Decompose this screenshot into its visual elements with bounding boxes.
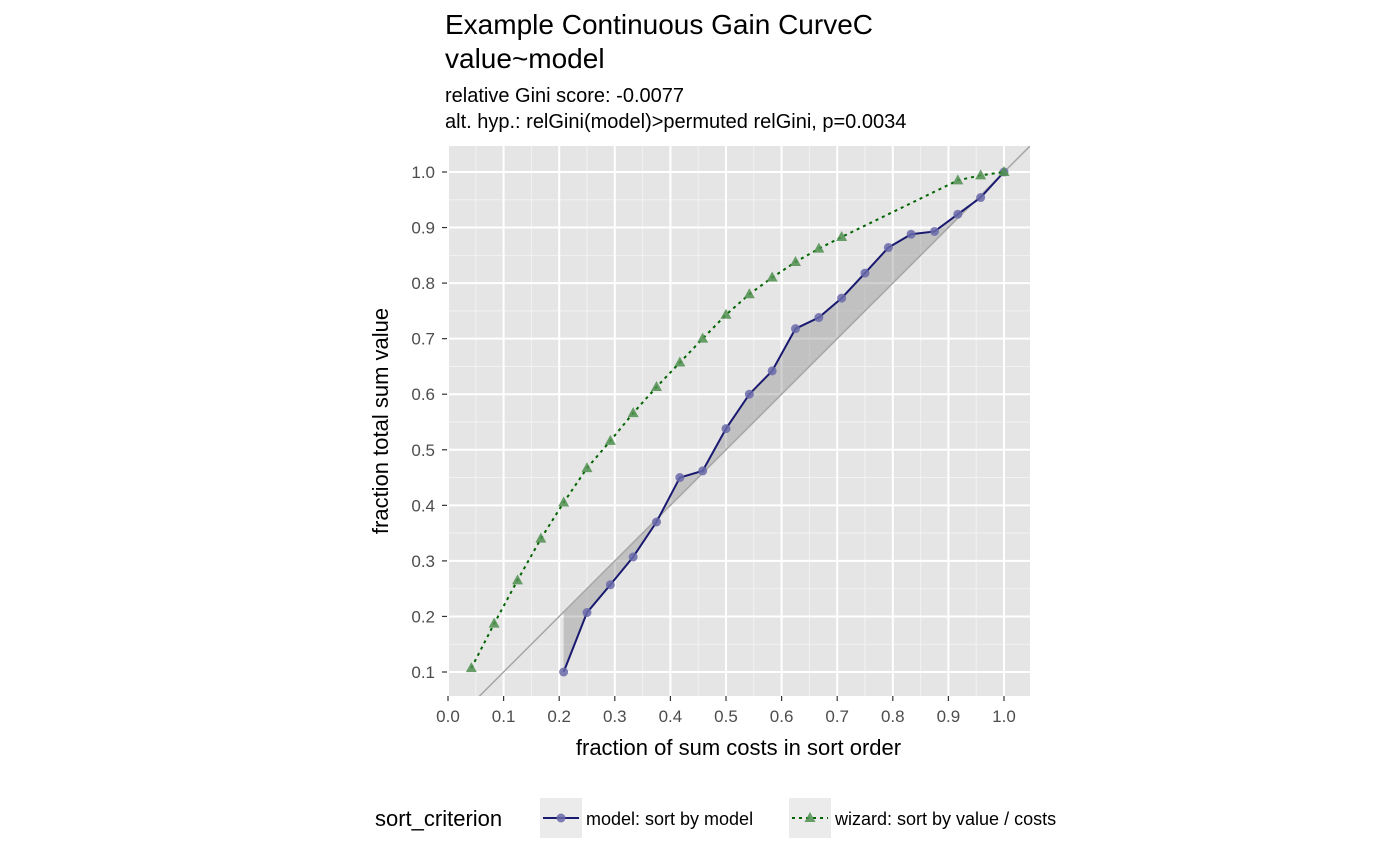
- legend-item-wizard: wizard: sort by value / costs: [789, 798, 1056, 838]
- data-point: [813, 242, 825, 253]
- series-layer: [465, 166, 1010, 677]
- y-tick-label: 0.2: [411, 607, 435, 626]
- data-point: [604, 434, 616, 445]
- data-point: [814, 313, 824, 323]
- data-point: [512, 574, 523, 585]
- data-point: [836, 231, 848, 241]
- data-point: [697, 332, 709, 343]
- legend: sort_criterion model: sort by model wizar…: [375, 798, 1056, 838]
- data-point: [976, 193, 986, 203]
- major-gridlines: [447, 146, 1030, 696]
- plot-panel: [447, 146, 1030, 696]
- y-tick-label: 1.0: [411, 163, 435, 182]
- data-point: [791, 324, 800, 334]
- minor-gridlines: [447, 146, 1030, 696]
- legend-items: model: sort by model wizard: sort by valu…: [540, 798, 1056, 838]
- legend-item-model: model: sort by model: [540, 798, 753, 838]
- y-tick-label: 0.1: [411, 663, 435, 682]
- data-point: [605, 580, 615, 590]
- data-point: [558, 496, 570, 507]
- data-point: [860, 268, 870, 278]
- data-point: [627, 407, 639, 418]
- data-point: [953, 209, 963, 219]
- x-tick-label: 0.2: [547, 707, 571, 726]
- data-point: [744, 389, 754, 399]
- chart-subtitle: relative Gini score: -0.0077: [445, 85, 685, 107]
- data-point: [675, 473, 685, 483]
- x-tick-label: 0.9: [937, 707, 961, 726]
- data-point: [698, 466, 708, 476]
- data-point: [790, 256, 801, 266]
- data-point: [975, 169, 987, 180]
- chart-title: Example Continuous Gain CurveC: [445, 9, 873, 40]
- x-tick-label: 0.1: [492, 707, 516, 726]
- y-tick-label: 0.4: [411, 496, 435, 515]
- data-point: [674, 356, 686, 367]
- series-line: [470, 171, 1005, 669]
- series-wizard: [465, 166, 1010, 673]
- x-tick-label: 0.3: [603, 707, 627, 726]
- data-point: [581, 462, 593, 473]
- data-point: [559, 667, 569, 677]
- legend-title: sort_criterion: [375, 806, 502, 831]
- legend-marker: [556, 813, 566, 823]
- x-axis-title: fraction of sum costs in sort order: [576, 735, 901, 760]
- data-point: [582, 608, 592, 618]
- y-tick-label: 0.3: [411, 552, 435, 571]
- data-point: [465, 662, 477, 673]
- data-point: [651, 381, 662, 391]
- x-tick-label: 0.4: [659, 707, 683, 726]
- data-point: [883, 243, 893, 253]
- y-tick-label: 0.8: [411, 274, 435, 293]
- x-tick-label: 1.0: [992, 707, 1016, 726]
- data-point: [652, 517, 661, 527]
- data-point: [721, 424, 731, 434]
- data-point: [628, 552, 638, 562]
- y-tick-label: 0.9: [411, 219, 435, 238]
- diagonal-line: [478, 146, 1030, 696]
- y-tick-label: 0.7: [411, 330, 435, 349]
- legend-marker: [804, 812, 816, 822]
- data-point: [952, 174, 964, 185]
- x-tick-label: 0.7: [825, 707, 849, 726]
- data-point: [766, 271, 778, 282]
- diagonal-reference: [478, 146, 1030, 696]
- y-axis-title: fraction total sum value: [368, 308, 393, 534]
- y-tick-label: 0.5: [411, 441, 435, 460]
- x-tick-label: 0.0: [436, 707, 460, 726]
- data-point: [488, 617, 500, 628]
- data-point: [837, 293, 847, 303]
- data-point: [767, 366, 777, 376]
- data-point: [930, 226, 939, 236]
- data-point: [906, 229, 916, 239]
- chart-title-line2: value~model: [445, 43, 605, 74]
- legend-label: model: sort by model: [586, 809, 753, 829]
- data-point: [998, 166, 1010, 176]
- x-tick-label: 0.5: [714, 707, 738, 726]
- x-tick-label: 0.8: [881, 707, 905, 726]
- y-tick-label: 0.6: [411, 385, 435, 404]
- x-tick-label: 0.6: [770, 707, 794, 726]
- legend-label: wizard: sort by value / costs: [834, 809, 1056, 829]
- chart-subtitle-line2: alt. hyp.: relGini(model)>permuted relGi…: [445, 111, 907, 133]
- data-point: [535, 532, 547, 543]
- data-point: [743, 288, 755, 299]
- axes: 0.0 0.1 0.2 0.3 0.4 0.5 0.6 0.7 0.8 0.9 1.0 0.1 0.2 0…: [411, 163, 1015, 726]
- data-point: [720, 308, 732, 319]
